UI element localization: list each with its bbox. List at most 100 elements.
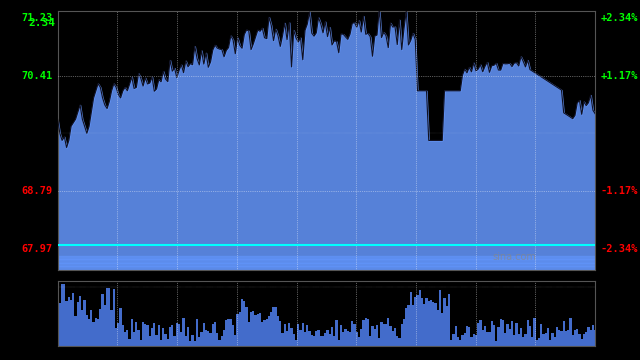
Bar <box>120 309 122 346</box>
Bar <box>225 320 227 346</box>
Bar <box>129 339 131 346</box>
Bar <box>142 322 144 346</box>
Bar <box>156 335 157 346</box>
Bar <box>594 330 596 346</box>
Bar <box>383 324 385 346</box>
Bar <box>463 333 466 346</box>
Bar <box>520 328 522 346</box>
Bar <box>79 296 81 346</box>
Bar <box>252 311 255 346</box>
Bar <box>344 329 347 346</box>
Bar <box>396 336 398 346</box>
Bar <box>401 324 403 346</box>
Text: 67.97: 67.97 <box>21 244 52 254</box>
Bar <box>198 337 200 346</box>
Bar <box>500 319 502 346</box>
Bar <box>533 318 536 346</box>
Bar <box>432 302 435 346</box>
Bar <box>277 316 279 346</box>
Bar <box>439 290 441 346</box>
Bar <box>475 335 477 346</box>
Bar <box>468 327 470 346</box>
Bar <box>245 307 248 346</box>
Bar <box>243 301 245 346</box>
Bar <box>326 330 329 346</box>
Bar <box>430 300 432 346</box>
Bar <box>472 334 475 346</box>
Text: 68.79: 68.79 <box>21 186 52 196</box>
Bar <box>207 330 209 346</box>
Bar <box>570 318 572 346</box>
Bar <box>574 330 576 346</box>
Bar <box>279 321 282 346</box>
Bar <box>583 334 585 346</box>
Bar <box>176 323 178 346</box>
Bar <box>563 321 565 346</box>
Bar <box>313 336 315 346</box>
Bar <box>549 339 551 346</box>
Bar <box>412 305 414 346</box>
Bar <box>518 334 520 346</box>
Bar <box>436 310 439 346</box>
Bar <box>301 323 304 346</box>
Bar <box>261 322 264 346</box>
Bar <box>169 327 171 346</box>
Bar <box>423 304 426 346</box>
Bar <box>270 312 273 346</box>
Bar <box>356 332 358 346</box>
Bar <box>306 325 308 346</box>
Bar <box>580 339 583 346</box>
Bar <box>297 324 300 346</box>
Bar <box>70 301 72 346</box>
Bar <box>180 332 182 346</box>
Bar <box>166 339 169 346</box>
Bar <box>531 337 533 346</box>
Bar <box>102 294 104 346</box>
Bar <box>264 320 266 346</box>
Bar <box>275 307 277 346</box>
Bar <box>561 331 563 346</box>
Bar <box>153 323 156 346</box>
Bar <box>95 318 97 346</box>
Bar <box>106 288 108 346</box>
Bar <box>506 324 509 346</box>
Bar <box>374 329 376 346</box>
Bar <box>122 325 124 346</box>
Bar <box>232 325 234 346</box>
Bar <box>221 336 223 346</box>
Bar <box>378 338 380 346</box>
Bar <box>389 326 392 346</box>
Bar <box>454 326 457 346</box>
Bar <box>410 292 412 346</box>
Bar <box>282 333 284 346</box>
Bar <box>403 319 405 346</box>
Bar <box>209 333 212 346</box>
Bar <box>268 316 270 346</box>
Bar <box>445 306 448 346</box>
Bar <box>444 298 445 346</box>
Text: 71.23: 71.23 <box>21 13 52 23</box>
Bar <box>338 339 340 346</box>
Bar <box>317 330 319 346</box>
Bar <box>551 333 554 346</box>
Bar <box>502 320 504 346</box>
Bar <box>194 341 196 346</box>
Bar <box>509 329 511 346</box>
Bar <box>300 330 301 346</box>
Bar <box>61 284 63 346</box>
Bar <box>426 298 428 346</box>
Bar <box>392 332 394 346</box>
Bar <box>536 340 538 346</box>
Bar <box>104 305 106 346</box>
Bar <box>273 306 275 346</box>
Bar <box>108 288 111 346</box>
Bar <box>189 341 191 346</box>
Bar <box>322 336 324 346</box>
Bar <box>147 325 148 346</box>
Bar <box>342 332 344 346</box>
Bar <box>212 324 214 346</box>
Bar <box>367 319 369 346</box>
Bar <box>286 331 288 346</box>
Bar <box>511 321 513 346</box>
Bar <box>567 330 570 346</box>
